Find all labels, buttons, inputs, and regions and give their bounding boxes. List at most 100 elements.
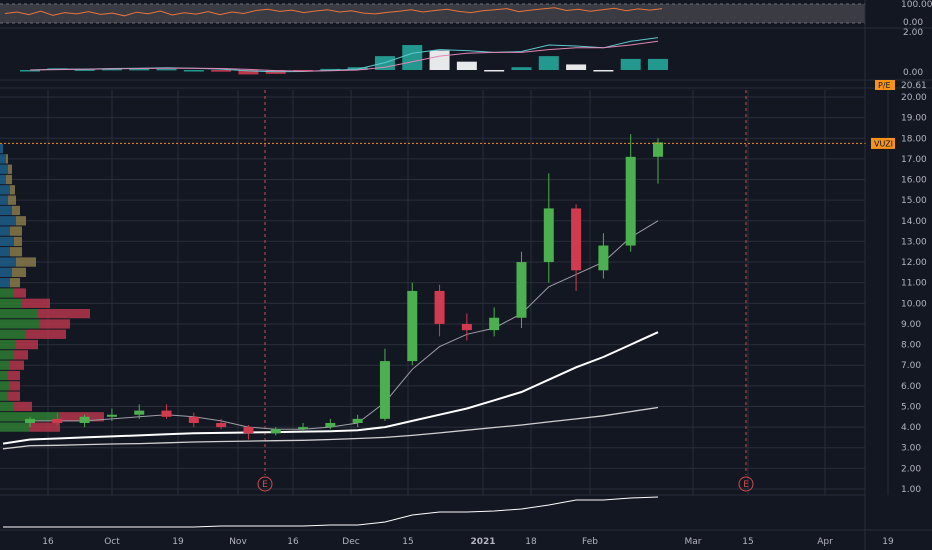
- volume-profile-bar-down: [6, 174, 12, 185]
- x-axis-label: 16: [42, 537, 54, 547]
- volume-profile-bar-up: [0, 226, 10, 236]
- price-axis-label: 4.00: [901, 423, 921, 433]
- volume-profile-bar-up: [0, 288, 14, 298]
- macd-signal-line: [29, 40, 659, 72]
- time-axis[interactable]: 16 Oct 19 Nov 16 Dec 15 2021 18 Feb Mar 15 Apr 19: [42, 537, 894, 547]
- volume-profile-bar-up: [0, 422, 30, 432]
- x-axis-label: Dec: [342, 537, 359, 547]
- candle-body: [653, 142, 663, 157]
- candle-body: [489, 317, 500, 331]
- rsi-line: [4, 7, 663, 17]
- rsi-axis-label-bottom: 0.00: [903, 18, 923, 28]
- volume-profile-bar-down: [22, 298, 50, 308]
- macd-axis-label-top: 2.00: [903, 28, 923, 38]
- candle-body: [79, 416, 90, 423]
- x-axis-label: Feb: [582, 537, 598, 547]
- volume-profile-bar-up: [0, 154, 6, 164]
- candle-body: [434, 290, 445, 324]
- symbol-price-tag: VUZI: [871, 137, 895, 149]
- volume-profile-bar-down: [16, 216, 26, 226]
- volume-profile-bar-down: [8, 164, 12, 174]
- price-axis-label: 14.00: [901, 217, 927, 227]
- macd-panel[interactable]: 2.00 0.00: [20, 28, 923, 78]
- x-axis-label: Mar: [685, 537, 702, 547]
- volume-profile-bar-up: [0, 401, 14, 412]
- price-axis[interactable]: 20.00 19.00 18.00 17.00 16.00 15.00 14.00 13.00…: [901, 93, 927, 495]
- volume-profile-bar-down: [8, 391, 20, 401]
- pe-indicator: P/E 20.61: [875, 80, 927, 91]
- moving-average-fast: [30, 220, 659, 430]
- earnings-circle: [738, 476, 754, 492]
- candle-body: [516, 262, 527, 318]
- macd-histogram-bar: [20, 70, 40, 72]
- macd-histogram-bar: [620, 58, 641, 70]
- price-axis-label: 11.00: [901, 279, 927, 289]
- price-axis-label: 19.00: [901, 114, 927, 124]
- volume-profile-bar-up: [0, 329, 26, 339]
- volume-profile: [0, 143, 104, 432]
- volume-profile-bar-down: [12, 267, 26, 278]
- candle-body: [270, 429, 281, 434]
- macd-histogram-bar: [129, 68, 150, 71]
- candle-body: [407, 290, 418, 362]
- candle-body: [52, 418, 63, 423]
- volume-profile-bar-up: [0, 185, 10, 195]
- macd-histogram-bar: [183, 70, 204, 72]
- x-axis-label: 15: [402, 537, 413, 547]
- macd-histogram-bar: [511, 67, 532, 70]
- price-axis-label: 2.00: [901, 464, 921, 474]
- macd-histogram-bar: [566, 64, 587, 70]
- volume-profile-bar-up: [0, 143, 3, 154]
- volume-profile-bar-down: [30, 422, 60, 432]
- pe-tag-bg: [875, 80, 895, 90]
- candles: [25, 134, 663, 440]
- cumulative-volume-line: [3, 496, 659, 528]
- rsi-panel[interactable]: 100.00 0.00: [0, 0, 932, 28]
- volume-profile-bar-up: [0, 174, 6, 185]
- x-axis-label: Apr: [817, 537, 833, 547]
- moving-average-slow: [2, 406, 659, 450]
- macd-histogram-bar: [238, 70, 259, 75]
- candle-body: [243, 427, 254, 434]
- macd-histogram-bar: [484, 70, 505, 72]
- volume-profile-bar-up: [0, 319, 40, 329]
- candle-body: [161, 410, 172, 417]
- x-axis-label: 16: [287, 537, 299, 547]
- pe-tag-label: P/E: [878, 81, 891, 90]
- earnings-marker: E: [262, 480, 268, 490]
- volume-profile-bar-down: [14, 401, 32, 412]
- candle-body: [543, 208, 554, 263]
- price-axis-label: 13.00: [901, 237, 927, 247]
- price-axis-label: 6.00: [901, 382, 921, 392]
- macd-histogram-bar: [74, 69, 95, 71]
- volume-profile-bar-up: [0, 164, 8, 174]
- price-axis-label: 17.00: [901, 155, 927, 165]
- volume-profile-bar-down: [10, 278, 20, 288]
- candle-body: [598, 245, 609, 271]
- candle-body: [25, 418, 35, 423]
- price-axis-label: 8.00: [901, 341, 921, 351]
- volume-profile-bar-up: [0, 267, 12, 278]
- x-axis-label: Nov: [229, 537, 247, 547]
- volume-profile-bar-down: [40, 319, 70, 329]
- volume-profile-bar-up: [0, 236, 14, 247]
- price-axis-label: 5.00: [901, 402, 921, 412]
- pe-value: 20.61: [901, 81, 927, 91]
- volume-profile-bar-down: [26, 329, 66, 339]
- rsi-axis-label-top: 100.00: [901, 0, 932, 10]
- volume-profile-bar-up: [0, 247, 10, 257]
- moving-average-mid: [2, 331, 659, 445]
- volume-profile-bar-down: [16, 339, 38, 350]
- candle-body: [216, 422, 227, 428]
- volume-profile-bar-down: [10, 381, 20, 391]
- candle-body: [571, 208, 582, 271]
- volume-profile-bar-down: [38, 308, 90, 319]
- volume-profile-bar-up: [0, 381, 10, 391]
- macd-histogram-bar: [156, 68, 177, 71]
- volume-profile-bar-up: [0, 257, 16, 267]
- volume-profile-bar-down: [16, 257, 36, 267]
